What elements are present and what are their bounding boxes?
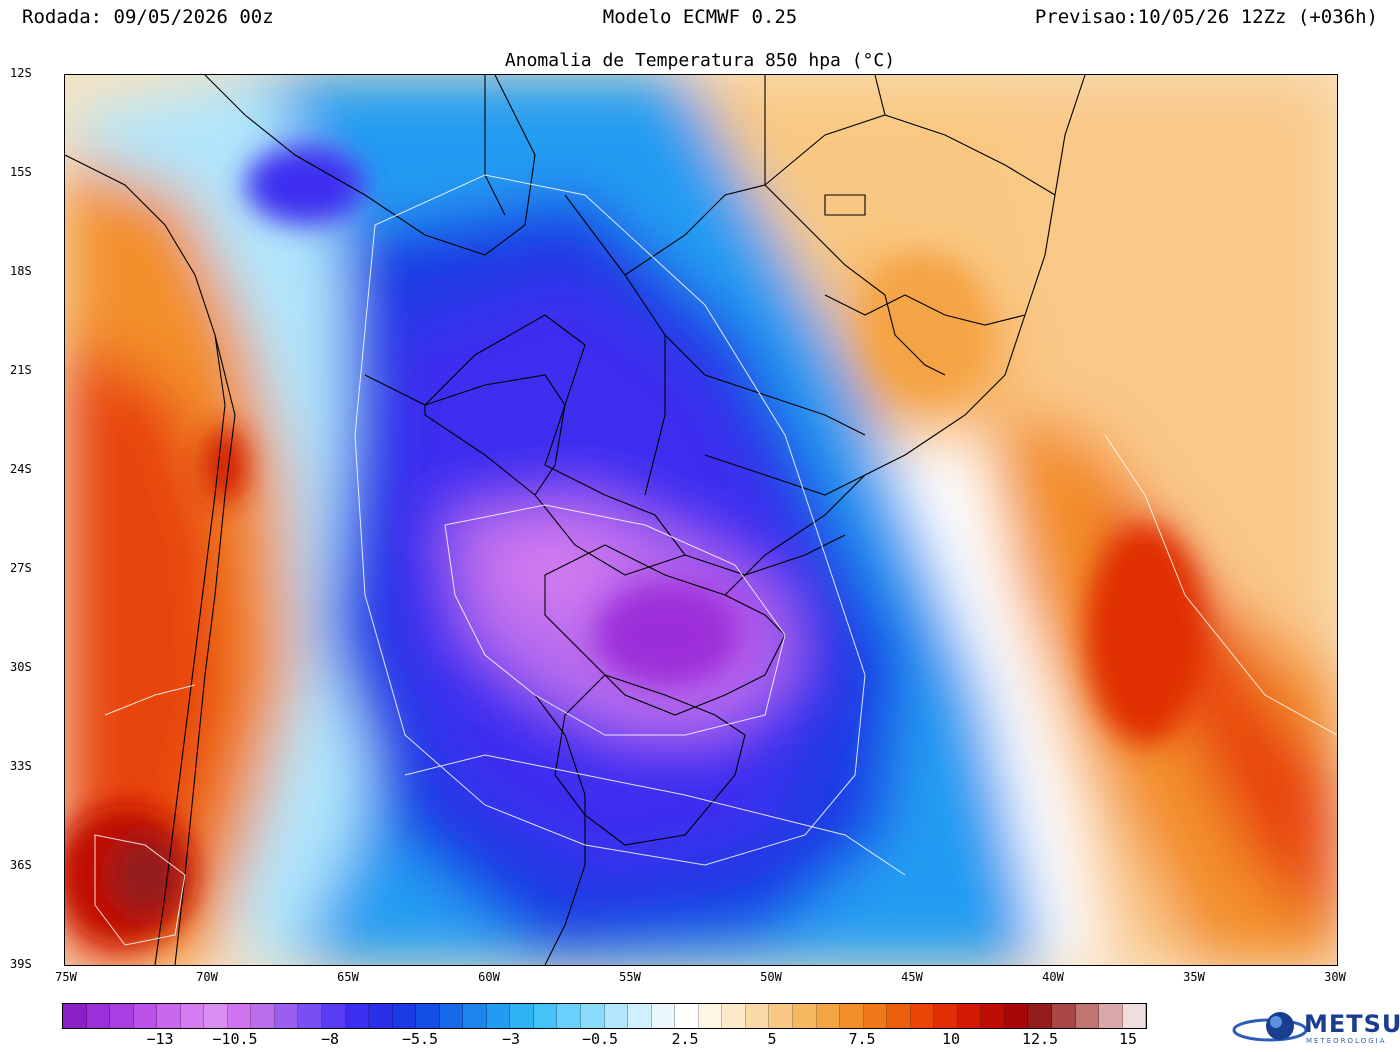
colorbar-swatch xyxy=(745,1004,770,1028)
map-svg xyxy=(65,75,1337,965)
run-label: Rodada: 09/05/2026 00z xyxy=(22,6,274,28)
colorbar-swatch xyxy=(322,1004,346,1028)
colorbar-swatch xyxy=(133,1004,158,1028)
lat-label: 39S xyxy=(10,957,32,971)
lon-label: 30W xyxy=(1324,970,1346,984)
colorbar-label: −0.5 xyxy=(581,1030,619,1048)
colorbar-swatch xyxy=(463,1004,487,1028)
colorbar-swatch xyxy=(345,1004,370,1028)
model-label: Modelo ECMWF 0.25 xyxy=(602,6,798,28)
lon-label: 55W xyxy=(619,970,641,984)
colorbar-swatch xyxy=(510,1004,534,1028)
colorbar-swatch xyxy=(816,1004,841,1028)
anomaly-map xyxy=(64,74,1338,966)
lat-label: 30S xyxy=(10,660,32,674)
colorbar-swatch xyxy=(769,1004,793,1028)
lon-label: 50W xyxy=(760,970,782,984)
colorbar-label: 12.5 xyxy=(1021,1030,1059,1048)
country-borders xyxy=(65,75,1086,965)
colorbar-label: 5 xyxy=(767,1030,777,1048)
lon-label: 60W xyxy=(478,970,500,984)
forecast-label: Previsao:10/05/26 12Zz (+036h) xyxy=(1034,6,1378,28)
colorbar-label: 15 xyxy=(1118,1030,1138,1048)
lat-label: 36S xyxy=(10,858,32,872)
lon-label: 70W xyxy=(196,970,218,984)
colorbar-swatch xyxy=(86,1004,111,1028)
colorbar-swatch xyxy=(392,1004,417,1028)
colorbar-swatch xyxy=(675,1004,699,1028)
lon-label: 65W xyxy=(337,970,359,984)
lon-label: 40W xyxy=(1042,970,1064,984)
colorbar-swatch xyxy=(887,1004,911,1028)
lat-label: 18S xyxy=(10,264,32,278)
lon-label: 75W xyxy=(55,970,77,984)
colorbar-label: 10 xyxy=(941,1030,961,1048)
colorbar-label: 7.5 xyxy=(848,1030,876,1048)
colorbar-swatch xyxy=(533,1004,558,1028)
colorbar-swatch xyxy=(604,1004,629,1028)
lat-label: 12S xyxy=(10,66,32,80)
colorbar-swatch xyxy=(792,1004,817,1028)
colorbar-swatch xyxy=(863,1004,888,1028)
colorbar-swatch xyxy=(157,1004,181,1028)
colorbar-swatch xyxy=(1075,1004,1100,1028)
anomaly-detail xyxy=(65,145,1205,945)
colorbar-swatch xyxy=(1028,1004,1052,1028)
colorbar-label: −8 xyxy=(320,1030,340,1048)
colorbar-swatch xyxy=(981,1004,1005,1028)
colorbar-swatch xyxy=(110,1004,134,1028)
colorbar-swatch xyxy=(1051,1004,1076,1028)
colorbar-swatch xyxy=(63,1004,87,1028)
lat-label: 27S xyxy=(10,561,32,575)
colorbar-swatch xyxy=(298,1004,323,1028)
colorbar xyxy=(62,1003,1147,1029)
logo-text: METSUL xyxy=(1304,1010,1400,1038)
lat-label: 33S xyxy=(10,759,32,773)
colorbar-swatch xyxy=(486,1004,511,1028)
colorbar-swatch xyxy=(180,1004,205,1028)
colorbar-swatch xyxy=(369,1004,393,1028)
anomaly-field xyxy=(65,75,1337,965)
contour-lines xyxy=(94,174,1337,946)
colorbar-swatch xyxy=(204,1004,228,1028)
colorbar-swatch xyxy=(651,1004,676,1028)
colorbar-swatch xyxy=(439,1004,464,1028)
colorbar-swatch xyxy=(934,1004,958,1028)
colorbar-swatch xyxy=(698,1004,723,1028)
lon-label: 35W xyxy=(1183,970,1205,984)
colorbar-swatch xyxy=(227,1004,252,1028)
colorbar-label: −3 xyxy=(501,1030,521,1048)
map-title: Anomalia de Temperatura 850 hpa (°C) xyxy=(504,50,896,71)
colorbar-swatch xyxy=(1099,1004,1123,1028)
lat-label: 24S xyxy=(10,462,32,476)
colorbar-label: −10.5 xyxy=(212,1030,258,1048)
colorbar-label: −5.5 xyxy=(401,1030,439,1048)
colorbar-swatch xyxy=(416,1004,440,1028)
colorbar-swatch xyxy=(722,1004,746,1028)
colorbar-swatch xyxy=(557,1004,582,1028)
colorbar-swatch xyxy=(910,1004,935,1028)
colorbar-swatch xyxy=(1122,1004,1147,1028)
colorbar-label: 2.5 xyxy=(671,1030,699,1048)
colorbar-swatch xyxy=(628,1004,652,1028)
lat-label: 21S xyxy=(10,363,32,377)
lat-label: 15S xyxy=(10,165,32,179)
logo-subtitle: METEOROLOGIA xyxy=(1306,1037,1387,1045)
colorbar-swatch xyxy=(581,1004,605,1028)
colorbar-label: −13 xyxy=(146,1030,174,1048)
metsul-logo xyxy=(1232,1012,1308,1042)
colorbar-swatch xyxy=(1004,1004,1029,1028)
colorbar-swatch xyxy=(957,1004,982,1028)
colorbar-swatch xyxy=(251,1004,275,1028)
colorbar-swatch xyxy=(840,1004,864,1028)
colorbar-swatch xyxy=(274,1004,299,1028)
lon-label: 45W xyxy=(901,970,923,984)
